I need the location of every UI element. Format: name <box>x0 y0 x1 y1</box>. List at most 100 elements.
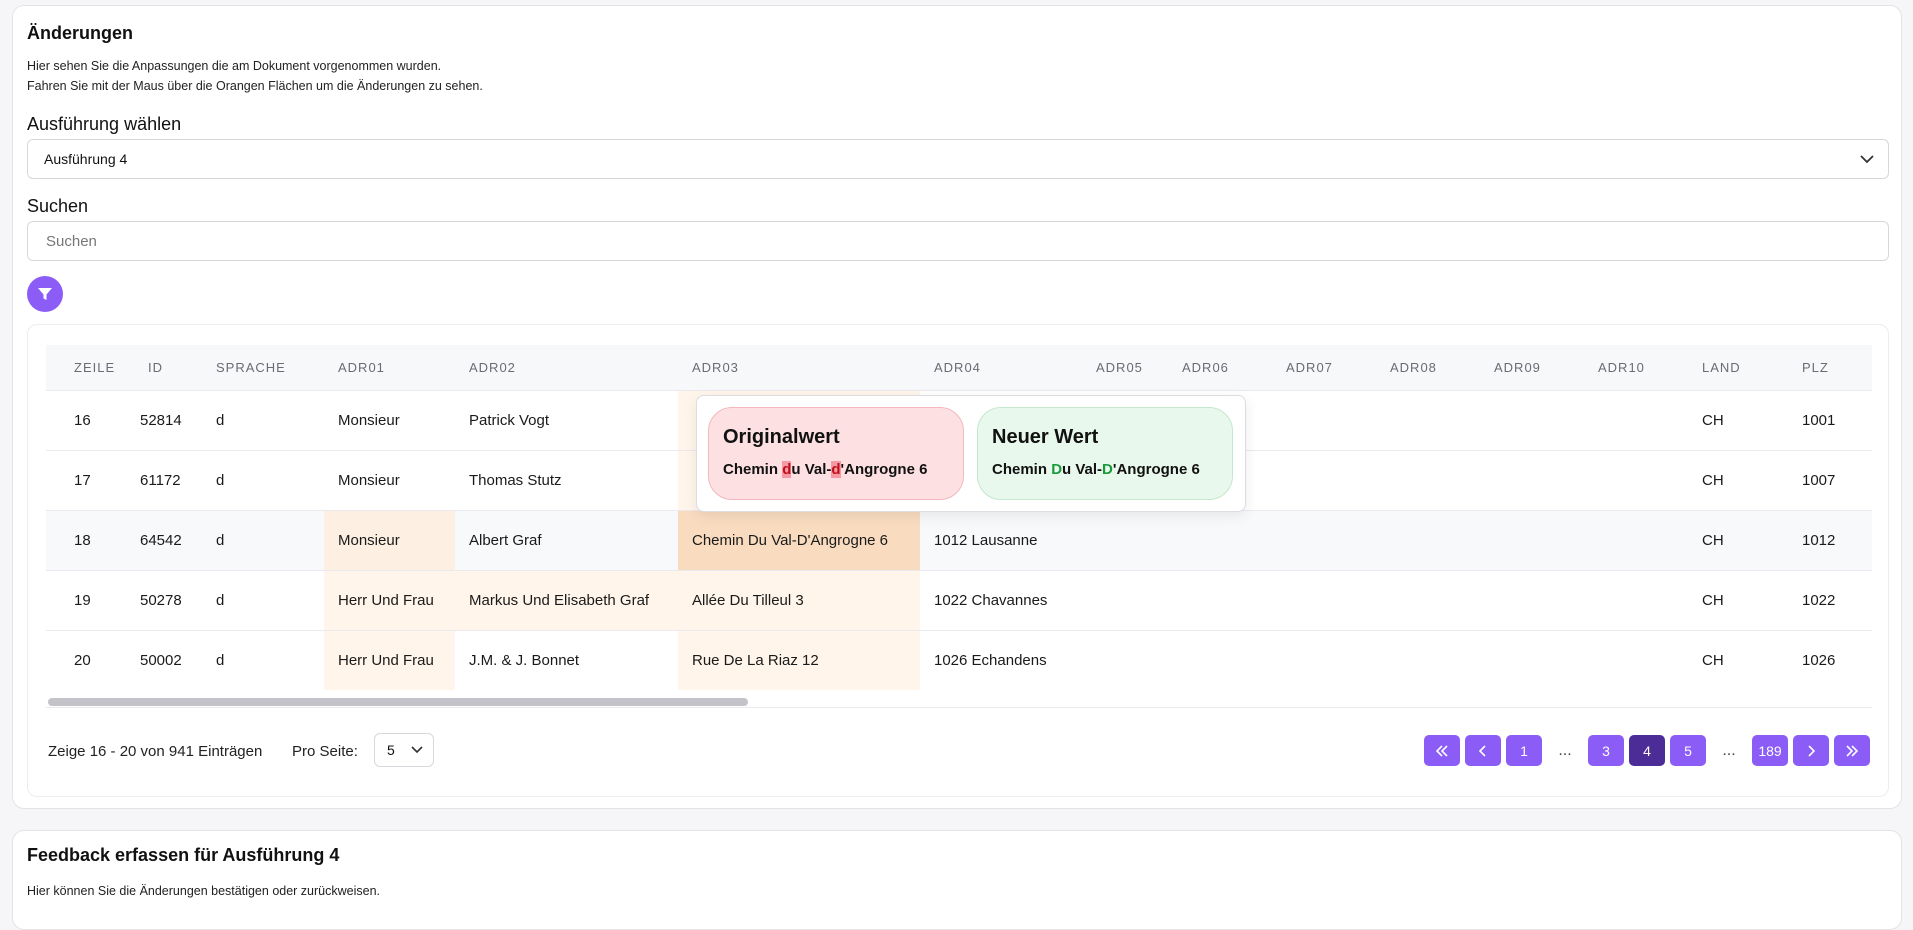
col-header-land[interactable]: LAND <box>1692 345 1787 390</box>
cell-id: 61172 <box>126 449 200 510</box>
cell-adr07 <box>1276 389 1380 450</box>
cell-adr10 <box>1588 569 1692 630</box>
cell-adr01[interactable]: Herr Und Frau <box>324 629 455 690</box>
cell-adr03[interactable]: Chemin Du Val-D'Angrogne 6 <box>678 509 920 570</box>
table-row: 20 50002 d Herr Und Frau J.M. & J. Bonne… <box>46 629 1872 690</box>
page-button-189[interactable]: 189 <box>1752 735 1788 766</box>
cell-adr06 <box>1172 629 1276 690</box>
cell-adr01[interactable]: Herr Und Frau <box>324 569 455 630</box>
col-header-zeile[interactable]: ZEILE <box>46 345 126 390</box>
cell-adr08 <box>1380 629 1484 690</box>
per-page-select[interactable]: 5 <box>374 733 434 767</box>
feedback-description: Hier können Sie die Änderungen bestätige… <box>27 884 381 898</box>
cell-plz: 1022 <box>1787 569 1872 630</box>
new-value-text: Chemin Du Val-D'Angrogne 6 <box>992 461 1232 478</box>
cell-land: CH <box>1692 629 1787 690</box>
col-header-sprache[interactable]: SPRACHE <box>200 345 324 390</box>
col-header-adr02[interactable]: ADR02 <box>455 345 678 390</box>
cell-adr03[interactable]: Allée Du Tilleul 3 <box>678 569 920 630</box>
col-header-adr03[interactable]: ADR03 <box>678 345 920 390</box>
cell-adr09 <box>1484 449 1588 510</box>
cell-adr10 <box>1588 389 1692 450</box>
original-value-bubble: Originalwert Chemin du Val-d'Angrogne 6 <box>708 407 964 500</box>
filter-button[interactable] <box>27 276 63 312</box>
cell-adr03[interactable]: Rue De La Riaz 12 <box>678 629 920 690</box>
changes-description-line1: Hier sehen Sie die Anpassungen die am Do… <box>27 59 442 73</box>
cell-adr06 <box>1172 569 1276 630</box>
horizontal-scrollbar[interactable] <box>46 695 1872 708</box>
cell-land: CH <box>1692 569 1787 630</box>
text-part: 'Angrogne 6 <box>840 461 928 478</box>
original-value-title: Originalwert <box>723 426 840 448</box>
table-row: 18 64542 d Monsieur Albert Graf Chemin D… <box>46 509 1872 570</box>
cell-zeile: 19 <box>46 569 126 630</box>
page-button-3[interactable]: 3 <box>1588 735 1624 766</box>
cell-zeile: 17 <box>46 449 126 510</box>
chevron-down-icon <box>1860 140 1874 178</box>
first-page-button[interactable] <box>1424 735 1460 766</box>
cell-plz: 1026 <box>1787 629 1872 690</box>
cell-adr01[interactable]: Monsieur <box>324 509 455 570</box>
col-header-adr07[interactable]: ADR07 <box>1276 345 1380 390</box>
cell-adr06 <box>1172 509 1276 570</box>
cell-adr07 <box>1276 569 1380 630</box>
scrollbar-thumb[interactable] <box>48 698 748 706</box>
page-ellipsis: ... <box>1722 741 1736 759</box>
cell-sprache: d <box>200 389 324 450</box>
cell-adr02: J.M. & J. Bonnet <box>455 629 678 690</box>
cell-id: 50278 <box>126 569 200 630</box>
cell-adr07 <box>1276 449 1380 510</box>
col-header-adr01[interactable]: ADR01 <box>324 345 455 390</box>
cell-id: 64542 <box>126 509 200 570</box>
changes-title: Änderungen <box>27 23 133 43</box>
removed-char: d <box>831 461 841 478</box>
cell-adr05 <box>1068 509 1172 570</box>
cell-adr09 <box>1484 629 1588 690</box>
cell-sprache: d <box>200 509 324 570</box>
col-header-adr06[interactable]: ADR06 <box>1172 345 1276 390</box>
col-header-adr09[interactable]: ADR09 <box>1484 345 1588 390</box>
col-header-adr04[interactable]: ADR04 <box>920 345 1068 390</box>
col-header-adr10[interactable]: ADR10 <box>1588 345 1692 390</box>
text-part: 'Angrogne 6 <box>1112 461 1200 478</box>
page-button-4-active[interactable]: 4 <box>1629 735 1665 766</box>
new-value-bubble: Neuer Wert Chemin Du Val-D'Angrogne 6 <box>977 407 1233 500</box>
col-header-adr05[interactable]: ADR05 <box>1068 345 1172 390</box>
new-value-title: Neuer Wert <box>992 426 1099 448</box>
page-button-1[interactable]: 1 <box>1506 735 1542 766</box>
cell-id: 52814 <box>126 389 200 450</box>
prev-page-button[interactable] <box>1465 735 1501 766</box>
col-header-adr08[interactable]: ADR08 <box>1380 345 1484 390</box>
pagination: 1 ... 3 4 5 ... 189 <box>1424 735 1870 766</box>
cell-adr01: Monsieur <box>324 389 455 450</box>
cell-sprache: d <box>200 569 324 630</box>
cell-sprache: d <box>200 629 324 690</box>
search-field[interactable] <box>27 221 1889 261</box>
page-ellipsis: ... <box>1558 741 1572 759</box>
text-part: Chemin <box>723 461 783 478</box>
cell-adr09 <box>1484 389 1588 450</box>
cell-id: 50002 <box>126 629 200 690</box>
col-header-id[interactable]: ID <box>126 345 200 390</box>
double-chevron-left-icon <box>1435 744 1448 757</box>
cell-land: CH <box>1692 389 1787 450</box>
page-button-5[interactable]: 5 <box>1670 735 1706 766</box>
per-page-label: Pro Seite: <box>292 743 358 760</box>
cell-adr08 <box>1380 449 1484 510</box>
cell-sprache: d <box>200 449 324 510</box>
next-page-button[interactable] <box>1793 735 1829 766</box>
cell-adr02[interactable]: Markus Und Elisabeth Graf <box>455 569 678 630</box>
cell-adr07 <box>1276 509 1380 570</box>
cell-adr10 <box>1588 629 1692 690</box>
cell-adr09 <box>1484 509 1588 570</box>
table-header-row: ZEILE ID SPRACHE ADR01 ADR02 ADR03 ADR04… <box>46 345 1872 390</box>
added-char: D <box>1051 461 1063 478</box>
col-header-plz[interactable]: PLZ <box>1787 345 1872 390</box>
search-input[interactable] <box>44 222 1888 261</box>
table-row: 19 50278 d Herr Und Frau Markus Und Elis… <box>46 569 1872 630</box>
last-page-button[interactable] <box>1834 735 1870 766</box>
feedback-card: Feedback erfassen für Ausführung 4 Hier … <box>12 830 1902 930</box>
text-part: u Val- <box>791 461 832 478</box>
search-label: Suchen <box>27 196 89 216</box>
execution-select[interactable]: Ausführung 4 <box>27 139 1889 179</box>
